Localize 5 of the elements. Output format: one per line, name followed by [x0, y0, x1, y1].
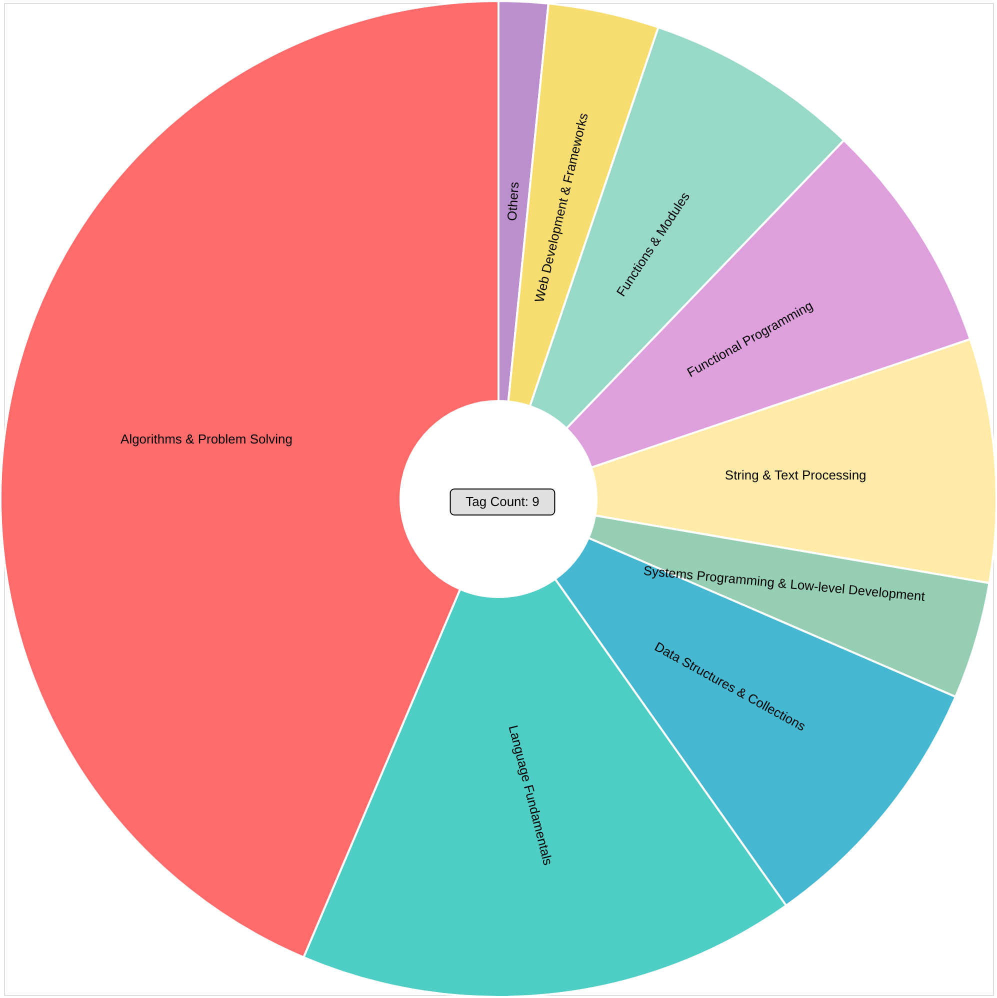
text: Tag Count: 9 — [466, 494, 540, 509]
slice-label: Systems Programming & Low-level Development — [642, 562, 926, 604]
slice-label: Others — [504, 180, 522, 222]
slice-label: Algorithms & Problem Solving — [120, 431, 292, 446]
slice-label: String & Text Processing — [724, 468, 866, 483]
